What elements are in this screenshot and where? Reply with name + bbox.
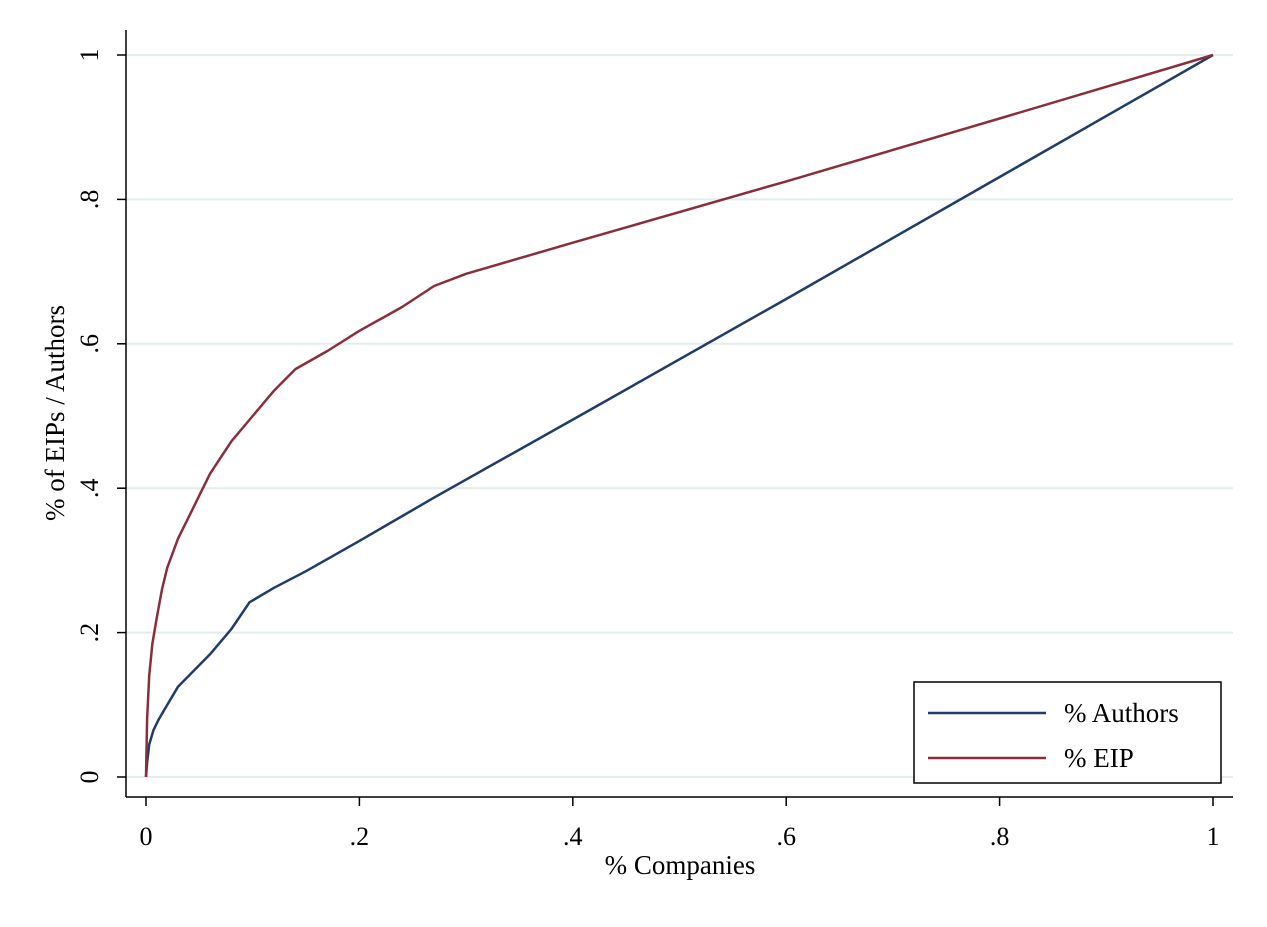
y-tick-label-3: .6: [75, 334, 104, 354]
x-tick-label-2: .4: [563, 822, 583, 851]
legend-label-authors: % Authors: [1064, 698, 1179, 728]
x-axis-title: % Companies: [605, 850, 756, 880]
series-lines: [144, 53, 1214, 778]
axes: [125, 30, 1233, 798]
series-line-eip: [144, 53, 1214, 778]
legend: % Authors % EIP: [913, 681, 1222, 784]
x-tick-label-3: .6: [776, 822, 796, 851]
x-tick-label-1: .2: [350, 822, 370, 851]
series-line-authors: [144, 53, 1214, 778]
legend-label-eip: % EIP: [1064, 743, 1134, 773]
grid-lines: [126, 54, 1233, 778]
legend-box: [913, 681, 1222, 784]
x-tick-label-4: .8: [990, 822, 1010, 851]
y-tick-label-4: .8: [75, 190, 104, 210]
y-tick-label-0: 0: [75, 771, 104, 784]
x-tick-label-5: 1: [1207, 822, 1220, 851]
tick-marks: [117, 54, 1214, 806]
y-tick-label-1: .2: [75, 623, 104, 643]
y-tick-label-2: .4: [75, 478, 104, 498]
y-axis-title: % of EIPs / Authors: [40, 305, 70, 521]
x-tick-label-0: 0: [140, 822, 153, 851]
y-tick-label-5: 1: [75, 49, 104, 62]
tick-labels: 0 .2 .4 .6 .8 1 0 .2 .4 .6 .8 1: [75, 49, 1220, 852]
